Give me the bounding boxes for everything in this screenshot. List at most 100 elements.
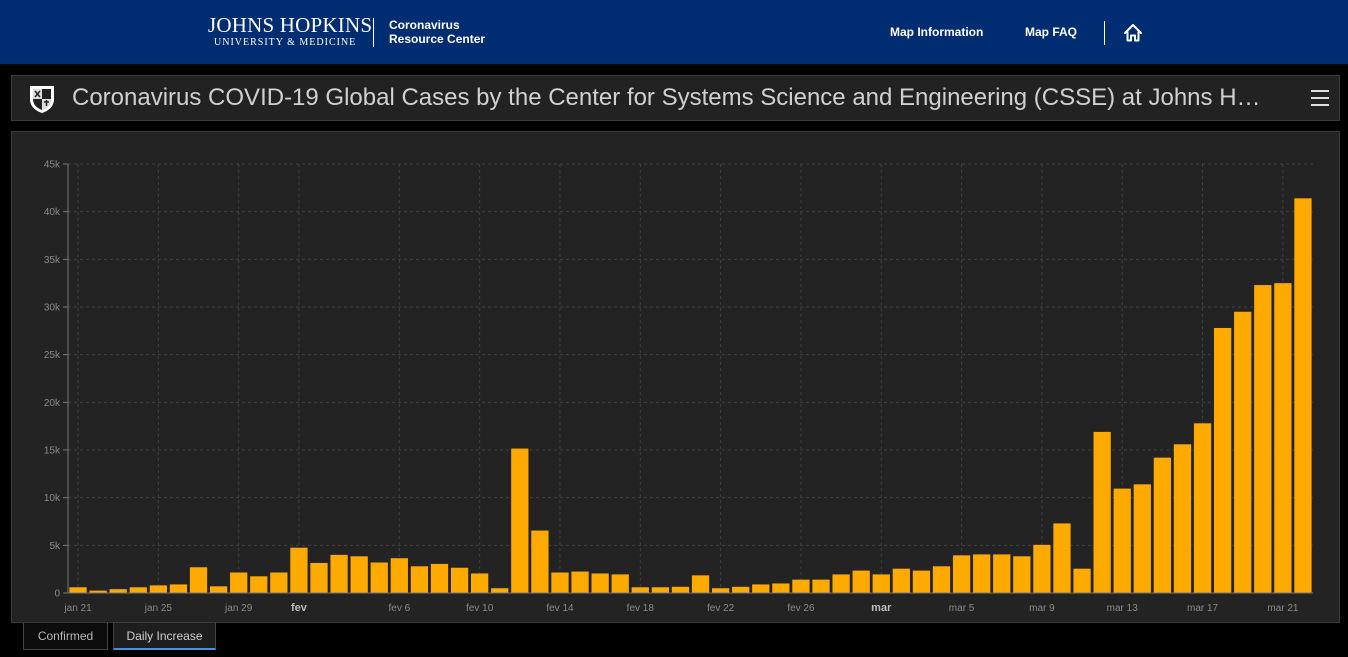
bar[interactable] <box>671 586 690 593</box>
bar[interactable] <box>69 587 87 593</box>
bar[interactable] <box>571 571 589 593</box>
resource-center-title[interactable]: Coronavirus Resource Center <box>389 18 485 46</box>
bar[interactable] <box>310 562 328 593</box>
bar[interactable] <box>370 562 388 593</box>
hamburger-menu-icon[interactable] <box>1310 88 1330 113</box>
bar[interactable] <box>270 572 288 593</box>
bar[interactable] <box>169 584 188 593</box>
bar[interactable] <box>149 585 167 593</box>
x-tick-label: mar 5 <box>949 603 975 614</box>
bar[interactable] <box>1093 431 1111 593</box>
bar[interactable] <box>129 587 147 593</box>
bar[interactable] <box>511 448 529 593</box>
bar[interactable] <box>430 563 449 593</box>
x-tick-label: fev 6 <box>388 603 410 614</box>
y-tick-label: 45k <box>44 160 61 171</box>
bar[interactable] <box>932 566 951 593</box>
bar[interactable] <box>209 586 228 593</box>
x-tick-label: fev 14 <box>546 603 574 614</box>
x-tick-label: fev <box>291 602 308 614</box>
crest-icon <box>26 83 58 120</box>
y-tick-label: 35k <box>44 255 61 266</box>
bar[interactable] <box>189 567 208 593</box>
bar[interactable] <box>1013 556 1031 593</box>
logo-line2: UNIVERSITY & MEDICINE <box>214 37 357 48</box>
nav-map-faq-link[interactable]: Map FAQ <box>1025 25 1078 39</box>
bar[interactable] <box>732 586 750 593</box>
bar[interactable] <box>651 587 670 593</box>
bar[interactable] <box>611 574 629 593</box>
bar[interactable] <box>290 547 308 593</box>
x-tick-label: mar 13 <box>1107 603 1139 614</box>
y-tick-label: 15k <box>44 446 61 457</box>
bar[interactable] <box>952 555 971 593</box>
bar[interactable] <box>691 575 710 593</box>
bar[interactable] <box>1153 457 1172 593</box>
top-navigation-bar: JOHNS HOPKINS UNIVERSITY & MEDICINE Coro… <box>0 0 1348 66</box>
bar[interactable] <box>1234 311 1252 593</box>
crc-line1: Coronavirus <box>389 18 460 32</box>
bar[interactable] <box>551 572 569 593</box>
bar[interactable] <box>471 573 489 593</box>
dashboard-title: Coronavirus COVID-19 Global Cases by the… <box>72 84 1272 111</box>
bar[interactable] <box>912 570 931 593</box>
bar[interactable] <box>1053 523 1071 593</box>
bar[interactable] <box>792 579 810 593</box>
bar[interactable] <box>973 554 991 593</box>
bar[interactable] <box>872 574 890 593</box>
x-tick-label: mar 9 <box>1029 603 1055 614</box>
bar[interactable] <box>1173 444 1192 593</box>
bar[interactable] <box>330 554 348 593</box>
y-tick-label: 30k <box>44 303 61 314</box>
bar[interactable] <box>1214 327 1232 593</box>
nav-map-information-link[interactable]: Map Information <box>890 25 984 39</box>
daily-increase-chart-panel: 0 5k 10k 15k 20k 25k 30k 35k 40k 45k jan 21 jan 25… <box>11 131 1340 623</box>
x-tick-label: fev 18 <box>627 603 655 614</box>
y-tick-label: 40k <box>44 207 61 218</box>
tab-confirmed[interactable]: Confirmed <box>23 623 108 650</box>
bar[interactable] <box>89 590 107 593</box>
dashboard-header: Coronavirus COVID-19 Global Cases by the… <box>11 75 1340 121</box>
bar[interactable] <box>1133 484 1151 593</box>
x-tick-label: mar 17 <box>1187 603 1219 614</box>
x-tick-label: fev 26 <box>787 603 815 614</box>
bar[interactable] <box>350 556 368 593</box>
bar[interactable] <box>109 589 127 593</box>
bar[interactable] <box>993 554 1011 593</box>
bar[interactable] <box>450 567 469 593</box>
bar[interactable] <box>1033 544 1051 593</box>
bar[interactable] <box>631 587 649 593</box>
bar[interactable] <box>1274 283 1292 593</box>
home-icon[interactable] <box>1122 22 1144 49</box>
bar[interactable] <box>752 584 770 593</box>
bar[interactable] <box>812 579 830 593</box>
bar[interactable] <box>230 572 248 593</box>
x-tick-label: fev 10 <box>466 603 494 614</box>
bar[interactable] <box>1294 198 1312 593</box>
bar[interactable] <box>1254 285 1272 593</box>
bar[interactable] <box>772 583 790 593</box>
nav-divider <box>1104 21 1105 45</box>
bar[interactable] <box>491 588 509 593</box>
bar[interactable] <box>410 566 429 593</box>
bar[interactable] <box>852 570 870 593</box>
bar[interactable] <box>892 568 910 593</box>
tab-daily-increase[interactable]: Daily Increase <box>113 623 216 650</box>
bar[interactable] <box>531 530 549 593</box>
jhu-logo[interactable]: JOHNS HOPKINS UNIVERSITY & MEDICINE <box>208 14 372 50</box>
bar[interactable] <box>591 573 609 593</box>
x-tick-label: jan 25 <box>144 603 173 614</box>
bar[interactable] <box>1073 568 1091 593</box>
bar[interactable] <box>1113 488 1131 593</box>
bar[interactable] <box>1193 423 1212 593</box>
y-tick-label: 25k <box>44 350 61 361</box>
logo-line1: JOHNS HOPKINS <box>208 13 373 37</box>
bar[interactable] <box>250 576 268 593</box>
bar[interactable] <box>711 588 730 593</box>
y-tick-label: 5k <box>49 541 61 552</box>
y-tick-label: 10k <box>44 493 61 504</box>
bar[interactable] <box>832 574 850 593</box>
bar[interactable] <box>390 558 408 593</box>
x-tick-label: mar <box>871 602 892 614</box>
daily-increase-chart: 0 5k 10k 15k 20k 25k 30k 35k 40k 45k jan 21 jan 25… <box>44 160 1313 614</box>
